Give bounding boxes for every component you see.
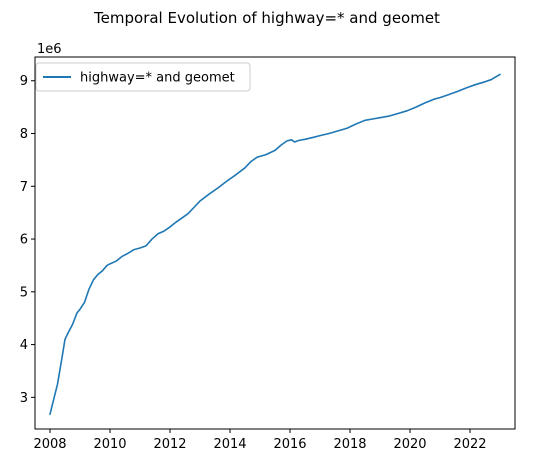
x-tick-label: 2016 — [273, 437, 306, 452]
x-tick-label: 2014 — [213, 437, 246, 452]
x-tick-label: 2012 — [153, 437, 186, 452]
legend-box — [35, 62, 251, 92]
y-tick-label: 3 — [20, 391, 28, 406]
y-tick-label: 9 — [20, 74, 28, 89]
plot-area-border — [34, 56, 516, 430]
series-layer — [49, 73, 501, 416]
y-tick-label: 6 — [20, 233, 28, 248]
x-tick-label: 2010 — [93, 437, 126, 452]
legend: highway=* and geomet — [35, 62, 251, 92]
y-axis-multiplier: 1e6 — [37, 42, 62, 57]
x-axis-ticks: 2008 2010 2012 2014 2016 2018 2020 2022 — [33, 429, 487, 452]
y-tick-label: 4 — [20, 338, 28, 353]
legend-entry-label: highway=* and geomet — [80, 71, 235, 86]
x-tick-label: 2008 — [33, 437, 66, 452]
y-tick-label: 8 — [20, 127, 28, 142]
series-line-0 — [49, 73, 501, 416]
y-tick-label: 5 — [20, 285, 28, 300]
x-tick-label: 2020 — [393, 437, 426, 452]
chart-title: Temporal Evolution of highway=* and geom… — [93, 9, 440, 27]
axes-frame — [34, 56, 516, 430]
x-tick-label: 2022 — [453, 437, 486, 452]
x-tick-label: 2018 — [333, 437, 366, 452]
y-axis-ticks: 3 4 5 6 7 8 9 — [20, 74, 35, 406]
y-tick-label: 7 — [20, 180, 28, 195]
